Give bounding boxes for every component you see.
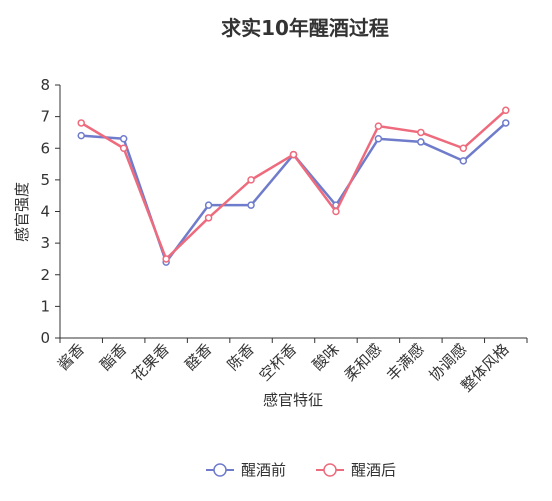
y-tick-label: 2 xyxy=(40,266,50,284)
x-tick-label: 陈香 xyxy=(224,340,258,374)
legend-marker xyxy=(323,463,337,477)
data-point[interactable] xyxy=(119,135,128,143)
legend-item[interactable]: 醒酒前 xyxy=(206,461,286,479)
x-tick-label: 醛香 xyxy=(181,340,215,374)
data-point[interactable] xyxy=(247,201,255,209)
x-tick-label: 酱香 xyxy=(54,340,88,374)
x-axis-title: 感官特征 xyxy=(263,391,323,409)
y-tick-label: 0 xyxy=(40,329,50,347)
data-point[interactable] xyxy=(502,119,510,127)
series-line xyxy=(80,109,507,261)
data-point[interactable] xyxy=(459,144,468,152)
series-2 xyxy=(77,106,510,263)
x-tick-label: 酯香 xyxy=(97,340,131,374)
data-point[interactable] xyxy=(247,176,255,184)
y-tick-label: 4 xyxy=(40,203,50,221)
data-point[interactable] xyxy=(374,135,383,143)
x-tick-label: 整体风格 xyxy=(457,340,512,395)
x-tick-label: 柔和感 xyxy=(341,340,386,385)
y-tick-label: 7 xyxy=(40,108,50,126)
data-point[interactable] xyxy=(332,207,340,216)
x-tick-label: 酸味 xyxy=(309,340,343,374)
y-axis-title: 感官强度 xyxy=(13,182,31,242)
data-point[interactable] xyxy=(162,255,170,263)
legend-label: 醒酒后 xyxy=(351,461,396,479)
data-point[interactable] xyxy=(289,150,298,159)
x-tick-label: 花果香 xyxy=(128,340,173,385)
legend-item[interactable]: 醒酒后 xyxy=(316,461,396,479)
data-point[interactable] xyxy=(459,157,468,165)
x-tick-label: 丰满感 xyxy=(383,340,428,385)
data-point[interactable] xyxy=(204,201,213,209)
legend-label: 醒酒前 xyxy=(241,461,286,479)
data-point[interactable] xyxy=(417,128,425,137)
y-tick-label: 3 xyxy=(40,234,50,252)
legend-marker xyxy=(213,463,227,477)
data-point[interactable] xyxy=(374,122,383,130)
chart-title: 求实10年醒酒过程 xyxy=(221,16,389,40)
series-layer xyxy=(77,106,510,266)
data-point[interactable] xyxy=(77,131,85,140)
series-line xyxy=(81,122,507,264)
x-tick-label: 空杯香 xyxy=(256,340,301,385)
data-point[interactable] xyxy=(204,214,213,222)
data-point[interactable] xyxy=(119,144,128,152)
y-tick-label: 6 xyxy=(40,139,50,157)
y-tick-label: 8 xyxy=(40,76,50,94)
legend[interactable]: 醒酒前 醒酒后 xyxy=(206,461,396,479)
y-tick-label: 1 xyxy=(40,297,50,315)
data-point[interactable] xyxy=(77,119,85,127)
y-tick-label: 5 xyxy=(40,171,50,189)
data-point[interactable] xyxy=(502,106,510,115)
data-point[interactable] xyxy=(417,138,425,146)
